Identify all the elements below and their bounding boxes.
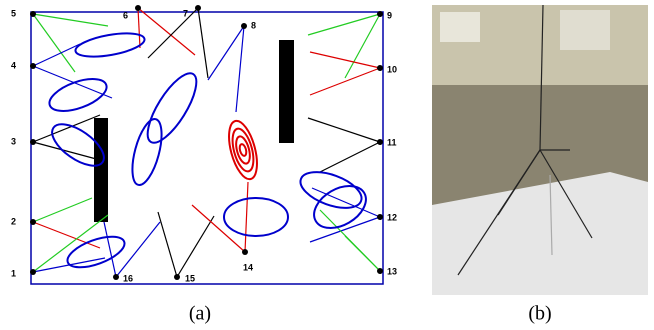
panel-a: 1 2 3 4 5 6 7 8 9 10 11 12 13 14 15 16 (… (11, 5, 397, 325)
node-label: 12 (387, 212, 397, 222)
node-label: 10 (387, 64, 397, 74)
caption: (a) (189, 303, 211, 325)
node-label: 14 (243, 262, 253, 272)
node-label: 2 (11, 216, 16, 226)
node-label: 9 (387, 10, 392, 20)
node-label: 6 (123, 10, 128, 20)
caption: (b) (528, 303, 551, 325)
node-label: 3 (11, 136, 16, 146)
node-label: 1 (11, 268, 16, 278)
node-label: 15 (185, 273, 195, 283)
edges (33, 8, 380, 277)
figure: 1 2 3 4 5 6 7 8 9 10 11 12 13 14 15 16 (… (0, 0, 654, 330)
node-label: 13 (387, 266, 397, 276)
node-label: 5 (11, 8, 16, 18)
node-label: 4 (11, 60, 16, 70)
node-label: 7 (183, 8, 188, 18)
target-ellipses (224, 118, 263, 182)
node-label: 8 (251, 20, 256, 30)
node-label: 11 (387, 137, 397, 147)
obstacle (94, 118, 108, 222)
node-label: 16 (123, 273, 133, 283)
obstacle (279, 40, 294, 143)
panel-b-photo: (b) (432, 5, 648, 325)
